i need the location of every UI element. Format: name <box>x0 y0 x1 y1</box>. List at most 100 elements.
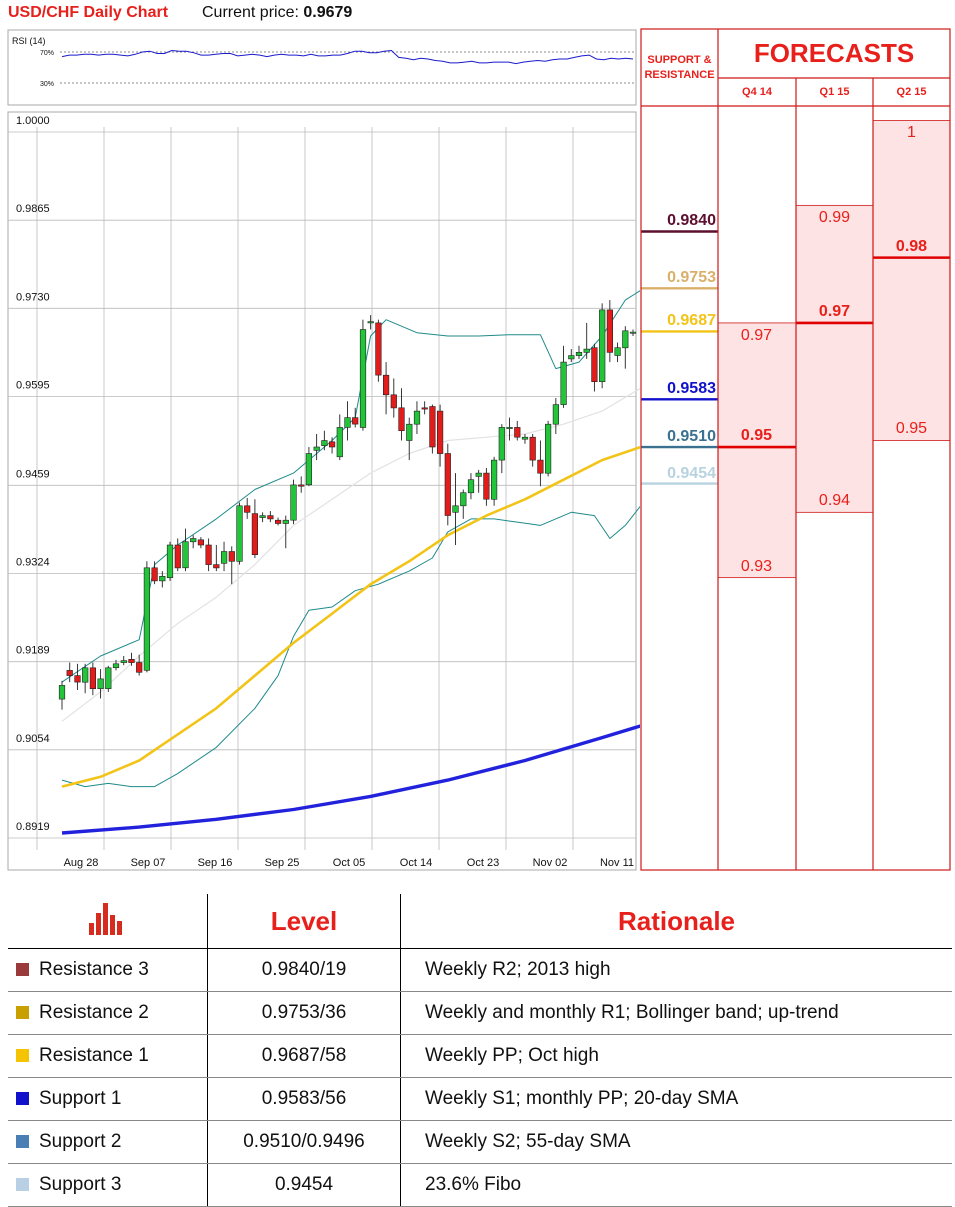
forecast-mid-label: 0.95 <box>740 427 773 445</box>
candle <box>82 663 89 694</box>
forecast-mid-label: 0.97 <box>818 302 851 320</box>
y-tick-label: 0.9189 <box>16 645 50 657</box>
candle <box>228 546 235 585</box>
table-row: Resistance 3 0.9840/19 Weekly R2; 2013 hig… <box>8 948 952 992</box>
candle <box>328 437 336 454</box>
sr-level-label: 0.9753 <box>667 269 716 287</box>
y-tick-label: 0.9459 <box>16 468 50 480</box>
chart-grid <box>8 127 636 850</box>
y-tick-label: 0.9865 <box>16 203 50 215</box>
sr-level-label: 0.9583 <box>667 380 716 398</box>
sr-level-label: 0.9510 <box>667 428 716 446</box>
y-tick-label: 0.9595 <box>16 380 50 392</box>
sma-55-line <box>61 445 640 788</box>
candle <box>128 652 135 666</box>
level-rationale: Weekly S1; monthly PP; 20-day SMA <box>400 1077 952 1121</box>
price-chart: 1.0000 0.9865 0.9730 0.9595 0.9459 0.9324 0.91… <box>7 111 640 871</box>
x-tick-label: Sep 07 <box>131 857 166 869</box>
rationale-column-header: Rationale <box>400 894 952 949</box>
price-chart-frame <box>7 111 637 871</box>
level-name-cell: Support 1 <box>8 1077 208 1121</box>
level-name-cell: Resistance 1 <box>8 1034 208 1078</box>
y-axis-ticks: 1.0000 0.9865 0.9730 0.9595 0.9459 0.9324 0.91… <box>16 115 50 833</box>
level-color-swatch <box>16 1049 29 1062</box>
candle <box>66 662 73 683</box>
candle <box>436 404 444 467</box>
candle <box>197 537 205 549</box>
candle <box>568 349 575 363</box>
candle <box>583 322 590 359</box>
table-row: Support 1 0.9583/56 Weekly S1; monthly PP;… <box>8 1077 952 1121</box>
bar-chart-icon-svg <box>88 902 122 935</box>
candle <box>490 456 498 506</box>
y-tick-label: 1.0000 <box>16 115 50 127</box>
candle <box>321 430 328 451</box>
x-tick-label: Sep 16 <box>198 857 233 869</box>
candle <box>112 659 120 671</box>
forecast-high-label: 0.97 <box>740 326 773 344</box>
sr-level-label: 0.9454 <box>667 464 716 482</box>
candle <box>460 489 467 519</box>
rsi-panel: RSI (14) 70% 30% <box>7 29 637 106</box>
forecast-high-label: 0.99 <box>818 209 851 227</box>
candles <box>58 300 637 710</box>
level-name-cell: Resistance 3 <box>8 948 208 992</box>
table-row: Resistance 1 0.9687/58 Weekly PP; Oct high <box>8 1034 952 1078</box>
table-row: Support 3 0.9454 23.6% Fibo <box>8 1163 952 1207</box>
level-name: Resistance 1 <box>39 1045 149 1066</box>
rsi-label: RSI (14) <box>12 36 46 46</box>
forecast-col-q2-15: Q2 15 <box>896 86 927 98</box>
candle <box>537 440 544 487</box>
candle <box>58 680 66 710</box>
y-tick-label: 0.9054 <box>16 733 50 745</box>
forecast-range-box <box>795 204 874 513</box>
levels-table: Level Rationale Resistance 3 0.9840/19 Wee… <box>8 894 952 1207</box>
level-color-swatch <box>16 1135 29 1148</box>
candle <box>375 319 382 382</box>
candle <box>552 398 559 434</box>
forecast-range-box <box>717 322 797 579</box>
candle <box>105 665 112 692</box>
current-price-label: Current price: <box>202 4 299 21</box>
candle <box>560 345 567 408</box>
candle <box>159 571 166 588</box>
level-value: 0.9753/36 <box>207 991 401 1035</box>
candle <box>406 417 413 461</box>
candle <box>213 544 220 572</box>
y-tick-label: 0.9324 <box>16 556 50 568</box>
level-rationale: 23.6% Fibo <box>400 1163 952 1207</box>
candle <box>529 433 536 467</box>
candle <box>359 319 367 431</box>
rsi-30-label: 30% <box>40 81 54 88</box>
level-rationale: Weekly S2; 55-day SMA <box>400 1120 952 1164</box>
forecasts-title: FORECASTS <box>753 38 915 68</box>
candle <box>483 467 490 506</box>
level-color-swatch <box>16 1006 29 1019</box>
candle <box>344 401 351 441</box>
forecast-low-label: 0.93 <box>740 557 773 575</box>
candle <box>352 407 359 428</box>
level-column-header: Level <box>207 894 401 949</box>
candle <box>244 497 251 519</box>
forecast-mid-label: 0.98 <box>895 237 928 255</box>
candle <box>274 517 282 526</box>
candle <box>367 315 374 330</box>
candle <box>74 663 81 690</box>
level-name: Resistance 2 <box>39 1002 149 1023</box>
candle <box>382 362 390 415</box>
candle <box>336 414 343 461</box>
candle <box>282 515 289 549</box>
levels-table-header: Level Rationale <box>8 894 952 949</box>
rsi-70-label: 70% <box>40 50 54 57</box>
level-name: Support 2 <box>39 1131 122 1152</box>
candle <box>136 654 143 676</box>
candle <box>421 401 428 415</box>
candle <box>622 326 629 369</box>
x-tick-label: Oct 05 <box>333 857 365 869</box>
candle <box>575 345 583 359</box>
sr-level-label: 0.9687 <box>667 312 716 330</box>
candle <box>251 499 259 559</box>
x-tick-label: Sep 25 <box>265 857 300 869</box>
candle <box>151 561 158 585</box>
forecast-col-q1-15: Q1 15 <box>819 86 850 98</box>
